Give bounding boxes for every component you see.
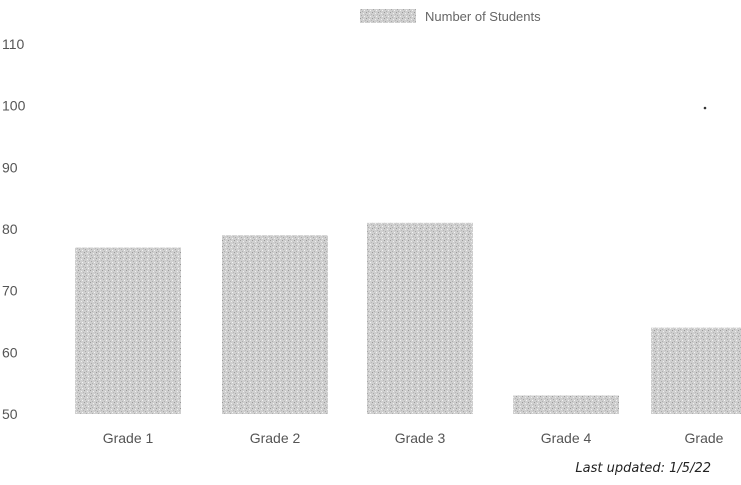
legend: Number of Students [360, 9, 541, 24]
x-tick-label: Grade 4 [541, 430, 592, 446]
bar-5 [651, 327, 741, 414]
y-tick-label: 80 [2, 221, 18, 237]
bar-2 [222, 235, 328, 414]
y-tick-label: 90 [2, 159, 18, 175]
y-tick-label: 60 [2, 344, 18, 360]
x-tick-label: Grade 2 [250, 430, 301, 446]
bars [75, 222, 741, 414]
last-updated-note: Last updated: 1/5/22 [575, 461, 711, 476]
y-tick-label: 110 [2, 36, 25, 52]
legend-swatch [360, 9, 416, 23]
bar-1 [75, 247, 181, 414]
stray-dot [703, 106, 707, 110]
y-tick-label: 50 [2, 406, 18, 422]
y-tick-label: 100 [2, 98, 26, 114]
legend-label: Number of Students [425, 9, 541, 24]
x-tick-label: Grade [685, 430, 724, 446]
x-tick-label: Grade 3 [395, 430, 446, 446]
bar-4 [513, 395, 619, 414]
bar-3 [367, 222, 473, 414]
y-axis: 110 100 90 80 70 60 50 [2, 36, 26, 422]
x-axis: Grade 1 Grade 2 Grade 3 Grade 4 Grade [103, 430, 724, 446]
y-tick-label: 70 [2, 283, 18, 299]
x-tick-label: Grade 1 [103, 430, 154, 446]
